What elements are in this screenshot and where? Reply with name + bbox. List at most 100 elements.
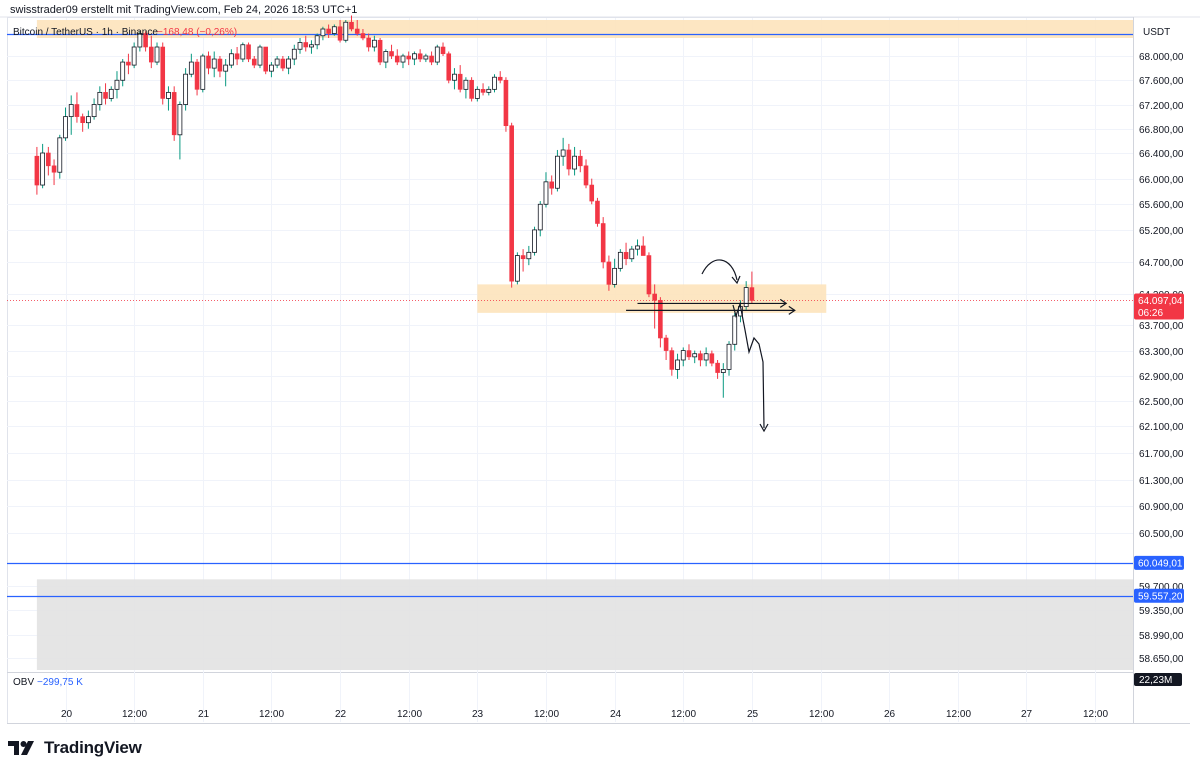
candle	[646, 252, 652, 298]
candle-body	[595, 200, 600, 224]
candle-body	[555, 155, 560, 189]
candle	[240, 42, 246, 63]
candle	[131, 42, 137, 69]
drawn-projection-arrow-head	[759, 423, 769, 433]
time-tick-label: 12:00	[534, 709, 559, 720]
candle-body	[337, 26, 343, 41]
candle-body	[617, 251, 623, 269]
price-tick-label: 63.300,00	[1139, 347, 1184, 358]
obv-label[interactable]: OBV	[13, 677, 34, 688]
candle	[497, 71, 503, 84]
candle-body	[51, 165, 57, 173]
candle-body	[635, 245, 640, 250]
candle-body	[400, 55, 406, 63]
candle-body	[480, 89, 486, 93]
candle-body	[669, 350, 675, 370]
candle	[537, 201, 543, 237]
candle-body	[171, 92, 177, 136]
candle	[57, 134, 63, 179]
candle-body	[114, 79, 120, 90]
arrow-head	[779, 298, 788, 308]
candle-body	[452, 73, 457, 81]
candle	[183, 68, 189, 111]
candle-body	[303, 42, 309, 48]
candle	[217, 56, 223, 78]
candle	[360, 29, 366, 41]
price-badge-bg	[1134, 588, 1184, 603]
drawn-projection-path[interactable]	[732, 301, 765, 429]
time-axis[interactable]: 20 12:00 21 12:00 22 12:00 23 12:00 24 12:00 25 12:…	[61, 709, 1109, 720]
price-tick-label: 67.200,00	[1139, 101, 1184, 112]
candle-body	[63, 116, 68, 139]
candle-body	[103, 92, 108, 99]
candle-body	[68, 104, 74, 118]
time-tick-label: 25	[747, 709, 759, 720]
candle	[400, 53, 406, 69]
candle	[589, 178, 595, 205]
candle	[720, 363, 726, 398]
candle	[286, 56, 291, 75]
candle-body	[143, 33, 148, 48]
price-badge-text: 59.557,20	[1138, 591, 1183, 602]
candle	[154, 42, 160, 66]
zone-rect	[477, 284, 827, 313]
candle	[434, 44, 440, 66]
candle	[206, 51, 211, 75]
candle	[309, 40, 314, 54]
candle	[160, 42, 166, 105]
candle-body	[120, 61, 126, 81]
price-axis[interactable]: 68.000,00 67.600,00 67.200,00 66.800,00 66.4…	[1139, 52, 1184, 665]
candle-body	[423, 55, 429, 60]
tradingview-logo-text: TradingView	[44, 738, 142, 757]
candle-body	[309, 44, 314, 48]
tradingview-brand[interactable]: TradingView	[8, 738, 142, 758]
candle-body	[85, 116, 91, 124]
time-tick-label: 22	[335, 709, 347, 720]
candle-body	[497, 76, 503, 81]
candle-body	[251, 58, 257, 66]
candle	[452, 68, 457, 90]
currency-label: USDT	[1143, 27, 1170, 38]
candle-body	[291, 48, 297, 60]
candle-body	[34, 155, 40, 186]
candle	[457, 65, 463, 93]
candle	[492, 74, 497, 93]
candle	[80, 113, 85, 132]
candle	[543, 172, 549, 208]
candle-body	[188, 61, 194, 75]
time-tick-label: 21	[198, 709, 210, 720]
candle-body	[492, 76, 497, 90]
candle	[126, 53, 131, 75]
time-tick-label: 26	[884, 709, 896, 720]
zones-layer	[36, 20, 1133, 670]
candle-body	[503, 79, 509, 127]
candle	[366, 33, 371, 52]
candle	[326, 24, 331, 38]
candle	[514, 252, 520, 285]
drawn-curve-arrow-top[interactable]	[701, 259, 738, 281]
candle-body	[749, 287, 755, 301]
candle-body	[280, 58, 286, 69]
candle-body	[457, 73, 463, 90]
candle-body	[434, 46, 440, 63]
candle-body	[658, 299, 663, 339]
candle	[635, 239, 640, 256]
candle-body	[663, 337, 669, 351]
candle	[583, 159, 589, 189]
candle-body	[177, 104, 183, 136]
candle	[51, 159, 57, 186]
candle	[211, 51, 217, 78]
candle	[320, 26, 326, 41]
candle-body	[166, 91, 171, 99]
candle	[234, 47, 240, 66]
symbol-legend[interactable]: Bitcoin / TetherUS · 1h · Binance	[13, 27, 158, 38]
candle-body	[354, 28, 360, 34]
candle	[658, 297, 663, 348]
candle-body	[240, 44, 246, 60]
candle-body	[526, 251, 532, 260]
candle-body	[675, 359, 680, 370]
candle	[726, 341, 732, 376]
candle	[394, 49, 400, 66]
candle	[34, 146, 40, 195]
